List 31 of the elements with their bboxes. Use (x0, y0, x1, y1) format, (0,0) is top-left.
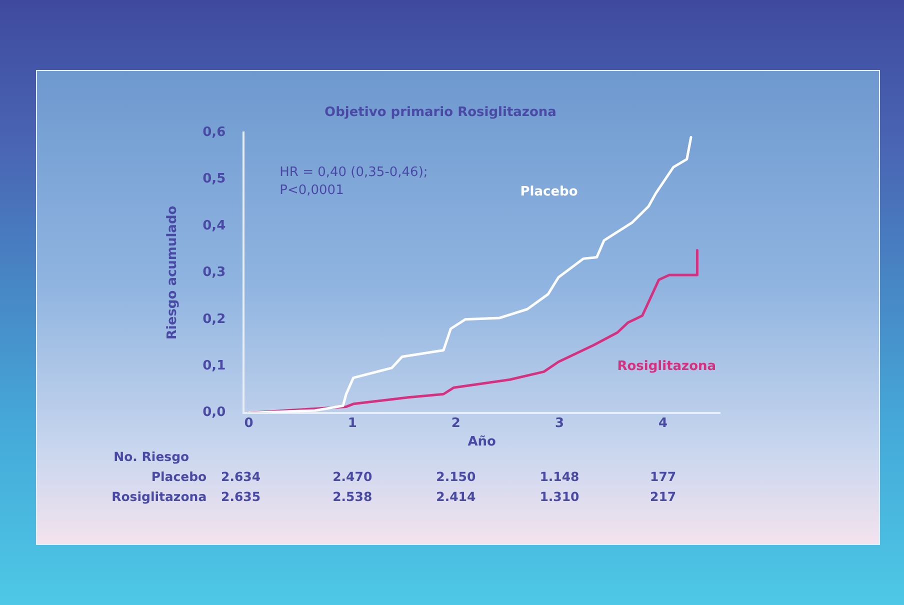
y-tick-label: 0,0 (202, 405, 226, 420)
x-tick-label: 2 (451, 416, 460, 431)
x-tick-label: 3 (554, 416, 564, 431)
x-tick-label: 0 (244, 416, 254, 431)
chart-title: Objetivo primario Rosiglitazona (324, 105, 556, 120)
text: Placebo (151, 469, 208, 484)
annotation: HR = 0,40 (0,35-0,46); P<0,0001 (280, 164, 428, 198)
text: 2.635 (221, 489, 261, 504)
text: 2.470 (332, 469, 372, 484)
series-label: Rosiglitazona (617, 359, 716, 374)
x-tick-label: 1 (348, 416, 357, 431)
text: 1.310 (540, 489, 580, 504)
text: 2.538 (332, 489, 372, 504)
y-axis-title: Riesgo acumulado (165, 206, 180, 340)
text: 2.414 (436, 489, 476, 504)
text: 2.150 (436, 469, 476, 484)
text: Rosiglitazona (112, 489, 207, 504)
x-axis-title: Año (468, 434, 496, 450)
x-tick-label: 4 (658, 416, 668, 431)
text: 1.148 (540, 469, 580, 484)
y-tick-label: 0,6 (202, 124, 226, 140)
text: 2.634 (221, 469, 261, 484)
y-tick-label: 0,5 (202, 172, 226, 187)
text: 177 (650, 469, 676, 484)
y-tick-label: 0,1 (202, 358, 226, 374)
text: 217 (650, 489, 676, 504)
y-tick-label: 0,4 (202, 218, 226, 234)
text: No. Riesgo (114, 449, 190, 464)
text: Placebo (520, 184, 578, 200)
y-tick-label: 0,3 (202, 265, 226, 280)
y-tick-label: 0,2 (202, 312, 226, 327)
